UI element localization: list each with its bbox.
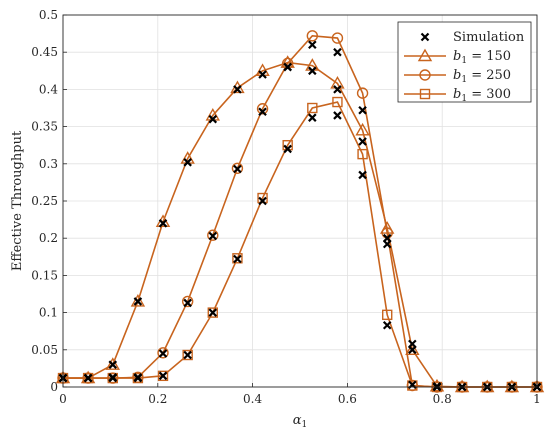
x-tick-label: 0.8	[433, 392, 452, 406]
series-point	[356, 87, 369, 99]
simulation-point	[158, 219, 168, 228]
x-tick-label: 0.2	[148, 392, 167, 406]
simulation-point	[258, 70, 267, 79]
simulation-point	[333, 111, 342, 120]
simulation-point	[133, 373, 143, 383]
legend-marker	[417, 48, 433, 62]
series-point	[132, 372, 144, 384]
simulation-point	[358, 170, 367, 180]
series-point	[107, 372, 118, 384]
legend-entry: b1 = 250	[404, 68, 511, 85]
legend-entry: b1 = 150	[404, 48, 511, 66]
series-point	[407, 380, 418, 391]
simulation-point	[333, 47, 342, 57]
y-tick-label: 0	[50, 380, 58, 394]
x-axis-label-sub: 1	[302, 420, 308, 430]
x-tick-label: 0.6	[338, 392, 357, 406]
simulation-point	[133, 297, 143, 306]
series-point	[231, 162, 244, 174]
simulation-point	[382, 239, 392, 249]
series-point	[130, 294, 146, 307]
legend-marker	[419, 69, 431, 81]
series-point	[357, 148, 368, 160]
series-point	[355, 122, 370, 136]
legend-entry: b1 = 300	[404, 87, 511, 104]
legend-box	[397, 21, 532, 103]
y-tick-label: 0.5	[39, 8, 58, 22]
x-tick-label: 0.4	[243, 392, 262, 406]
legend-label: b1 = 150	[453, 49, 511, 66]
simulation-point	[208, 231, 218, 241]
y-axis-label: Effective Throughput	[10, 130, 25, 271]
simulation-point	[358, 137, 367, 146]
simulation-point	[183, 350, 192, 360]
series-point	[306, 30, 319, 42]
y-tick-label: 0.2	[39, 231, 58, 245]
legend-label: Simulation	[453, 30, 525, 45]
y-tick-label: 0.05	[31, 343, 58, 357]
series-point	[331, 32, 344, 44]
simulation-point	[183, 298, 192, 308]
simulation-point	[358, 105, 367, 115]
series-point	[332, 96, 343, 108]
y-tick-label: 0.1	[39, 306, 58, 320]
series-point	[307, 102, 318, 114]
series-point	[105, 357, 120, 370]
y-tick-label: 0.45	[31, 45, 58, 59]
x-tick-label: 0	[59, 392, 67, 406]
simulation-point	[208, 308, 218, 317]
legend-marker	[419, 88, 431, 100]
simulation-point	[233, 164, 242, 174]
legend-label: b1 = 250	[453, 68, 511, 85]
plot-frame	[62, 14, 538, 388]
simulation-point	[258, 196, 267, 206]
simulation-point	[382, 320, 392, 330]
series-point	[82, 372, 94, 384]
axis-ticks: 0 0.2 0.4 0.6 0.8 1 0 0.05 0.1 0.15 0.2 0.25 0.3 0.35…	[31, 8, 541, 406]
y-tick-label: 0.4	[39, 82, 58, 96]
simulation-point	[108, 360, 118, 369]
legend: Simulation b1 = 150 b1 = 250 b1 = 300	[397, 21, 532, 104]
x-axis-label: α1	[293, 413, 308, 430]
legend-label: b1 = 300	[453, 87, 511, 104]
y-tick-label: 0.35	[31, 120, 58, 134]
simulation-point	[108, 373, 118, 383]
series-point	[157, 370, 169, 382]
x-axis-label-base: α	[293, 413, 302, 428]
y-tick-label: 0.25	[31, 194, 58, 208]
series-point	[232, 253, 243, 264]
simulation-point	[183, 158, 192, 167]
series-point	[256, 103, 269, 115]
series-point	[405, 342, 420, 355]
simulation-point	[233, 85, 242, 94]
simulation-point	[283, 144, 292, 154]
simulation-point	[258, 107, 267, 116]
simulation-point	[83, 373, 93, 383]
series-point	[207, 229, 219, 241]
simulation-point	[158, 349, 168, 358]
simulation-point	[208, 114, 218, 124]
x-tick-label: 1	[533, 392, 541, 406]
series-point	[181, 295, 194, 308]
simulation-point	[333, 85, 342, 94]
y-tick-label: 0.3	[39, 157, 58, 171]
simulation-point	[233, 254, 242, 264]
series-point	[157, 347, 169, 359]
series-point	[382, 309, 393, 321]
series-point	[182, 349, 193, 361]
series-point	[207, 307, 218, 318]
legend-entry: Simulation	[420, 30, 525, 45]
simulation-point	[308, 66, 317, 76]
simulation-point	[408, 339, 417, 349]
simulation-point	[283, 62, 292, 72]
simulation-point	[158, 371, 168, 381]
y-tick-label: 0.15	[31, 268, 58, 282]
simulation-point	[308, 113, 317, 122]
legend-marker	[420, 32, 430, 42]
simulation-point	[308, 40, 317, 50]
